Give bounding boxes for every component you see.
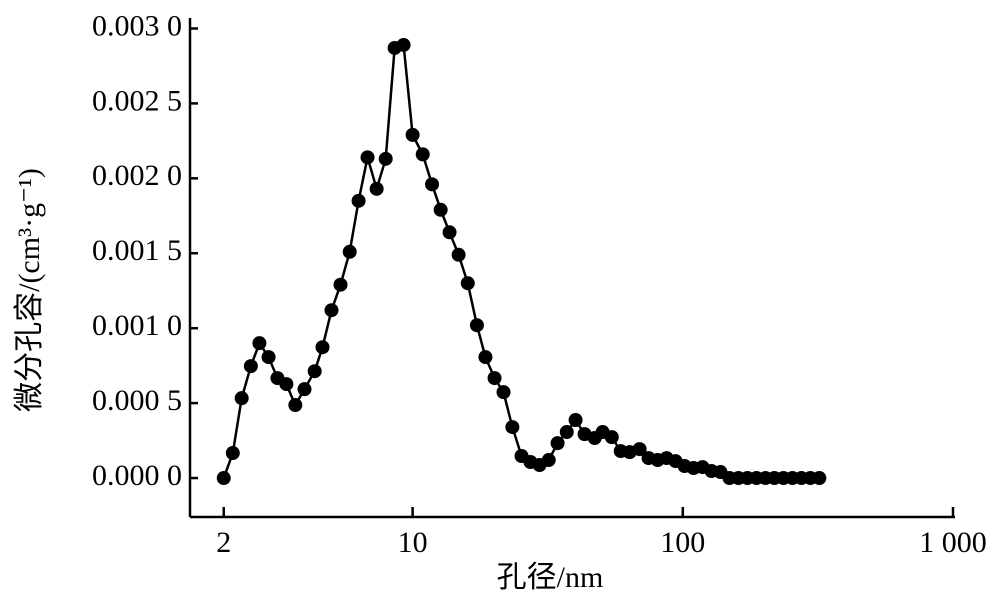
marker [451, 247, 466, 262]
marker [252, 336, 267, 351]
marker [288, 398, 303, 413]
marker [496, 385, 511, 400]
marker [225, 446, 240, 461]
marker [396, 37, 411, 52]
marker [360, 150, 375, 165]
y-axis-label: 微分孔容/(cm³·g⁻¹) [13, 168, 46, 412]
y-tick-label: 0.000 0 [92, 459, 182, 492]
x-axis-label: 孔径/nm [497, 561, 604, 594]
marker [487, 371, 502, 386]
marker [378, 151, 393, 166]
y-tick-label: 0.001 0 [92, 309, 182, 342]
x-tick-label: 1 000 [919, 526, 987, 559]
marker [315, 340, 330, 355]
marker [279, 377, 294, 392]
marker [261, 350, 276, 365]
marker [243, 359, 258, 374]
marker [415, 147, 430, 162]
marker [541, 453, 556, 468]
marker [559, 425, 574, 440]
marker [425, 177, 440, 192]
marker [433, 202, 448, 217]
y-tick-label: 0.000 5 [92, 384, 182, 417]
y-tick-label: 0.002 0 [92, 159, 182, 192]
line [222, 43, 820, 480]
marker [604, 430, 619, 445]
marker [460, 276, 475, 291]
marker [307, 364, 322, 379]
marker [478, 350, 493, 365]
y-tick-label: 0.003 0 [92, 9, 182, 42]
marker [405, 127, 420, 142]
marker [469, 318, 484, 333]
marker [812, 471, 827, 486]
x-tick-label: 100 [660, 526, 705, 559]
x-tick-label: 2 [216, 526, 231, 559]
marker [324, 303, 339, 318]
marker [568, 413, 583, 428]
marker [505, 420, 520, 435]
marker [442, 225, 457, 240]
marker [216, 471, 231, 486]
marker [369, 181, 384, 196]
marker [342, 244, 357, 259]
marker [632, 442, 647, 457]
marker [297, 382, 312, 397]
y-tick-label: 0.001 5 [92, 234, 182, 267]
marker [333, 277, 348, 292]
x-tick-label: 10 [398, 526, 428, 559]
marker [234, 391, 249, 406]
marker [351, 193, 366, 208]
marker [550, 436, 565, 451]
y-tick-label: 0.002 5 [92, 84, 182, 117]
